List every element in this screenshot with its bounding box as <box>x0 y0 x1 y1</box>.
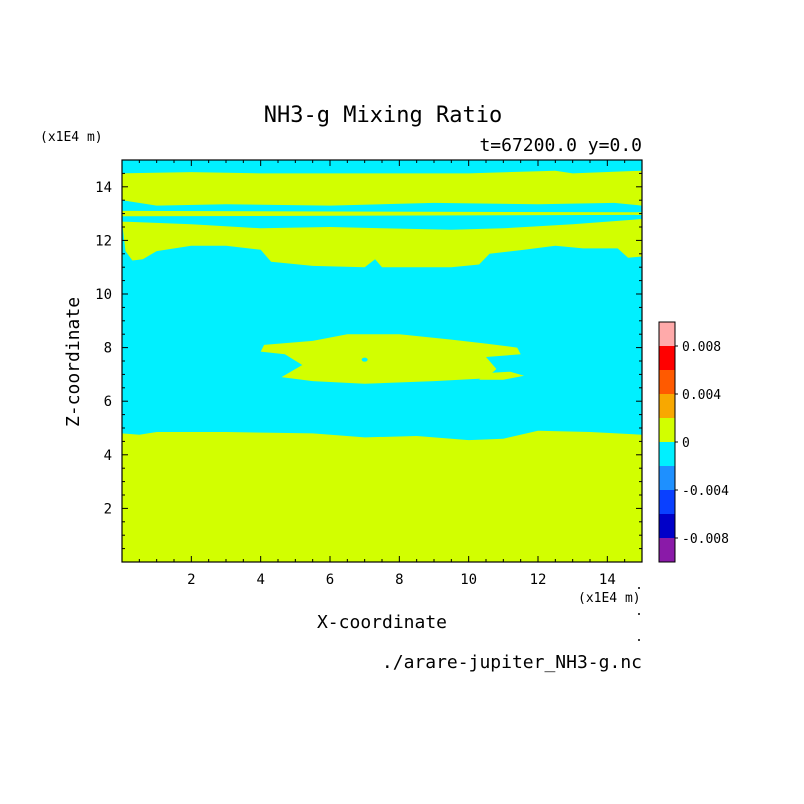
contour-region <box>122 219 642 268</box>
colorbar-segment <box>659 370 675 394</box>
y-tick-label: 10 <box>95 287 112 303</box>
y-tick-label: 14 <box>95 180 112 196</box>
y-tick-label: 8 <box>104 341 112 357</box>
x-tick-label: 4 <box>256 572 264 588</box>
colorbar-segment <box>659 346 675 370</box>
chart-subtitle: t=67200.0 y=0.0 <box>479 135 642 156</box>
x-unit-label: (x1E4 m) <box>578 591 641 606</box>
marker-dot <box>638 639 640 641</box>
source-file-label: ./arare-jupiter_NH3-g.nc <box>382 652 642 673</box>
contour-region <box>122 210 642 217</box>
colorbar-segment <box>659 322 675 346</box>
contour-hole <box>361 357 368 362</box>
x-axis-label: X-coordinate <box>317 612 447 633</box>
axes: 2 4 6 8 10 12 14 2 4 6 8 10 12 14 <box>95 159 643 588</box>
marker-dot <box>638 587 640 589</box>
contour-region <box>122 170 642 206</box>
colorbar-tick-label: -0.008 <box>682 532 729 547</box>
colorbar-tick-label: 0.004 <box>682 388 721 403</box>
colorbar-segment <box>659 442 675 466</box>
x-tick-label: 14 <box>599 572 616 588</box>
y-tick-label: 12 <box>95 233 112 249</box>
x-tick-label: 6 <box>326 572 334 588</box>
colorbar-segment <box>659 490 675 514</box>
x-tick-label: 8 <box>395 572 403 588</box>
contour-region <box>479 371 525 380</box>
contour-region <box>122 430 642 562</box>
colorbar-tick-label: 0 <box>682 436 690 451</box>
colorbar-tick-label: -0.004 <box>682 484 729 499</box>
chart-title: NH3-g Mixing Ratio <box>264 103 502 128</box>
colorbar: 0.008 0.004 0 -0.004 -0.008 <box>658 321 729 563</box>
y-axis-label: Z-coordinate <box>63 297 84 427</box>
x-tick-label: 12 <box>530 572 547 588</box>
colorbar-tick-label: 0.008 <box>682 340 721 355</box>
y-tick-label: 4 <box>104 448 112 464</box>
colorbar-segment <box>659 514 675 538</box>
colorbar-segment <box>659 394 675 418</box>
x-tick-label: 2 <box>187 572 195 588</box>
marker-dot <box>638 613 640 615</box>
x-tick-label: 10 <box>460 572 477 588</box>
colorbar-segment <box>659 466 675 490</box>
plot-area <box>122 160 642 562</box>
contour-region <box>260 334 521 384</box>
y-tick-label: 2 <box>104 501 112 517</box>
y-tick-label: 6 <box>104 394 112 410</box>
colorbar-segment <box>659 418 675 442</box>
y-unit-label: (x1E4 m) <box>40 130 103 145</box>
colorbar-segment <box>659 538 675 562</box>
